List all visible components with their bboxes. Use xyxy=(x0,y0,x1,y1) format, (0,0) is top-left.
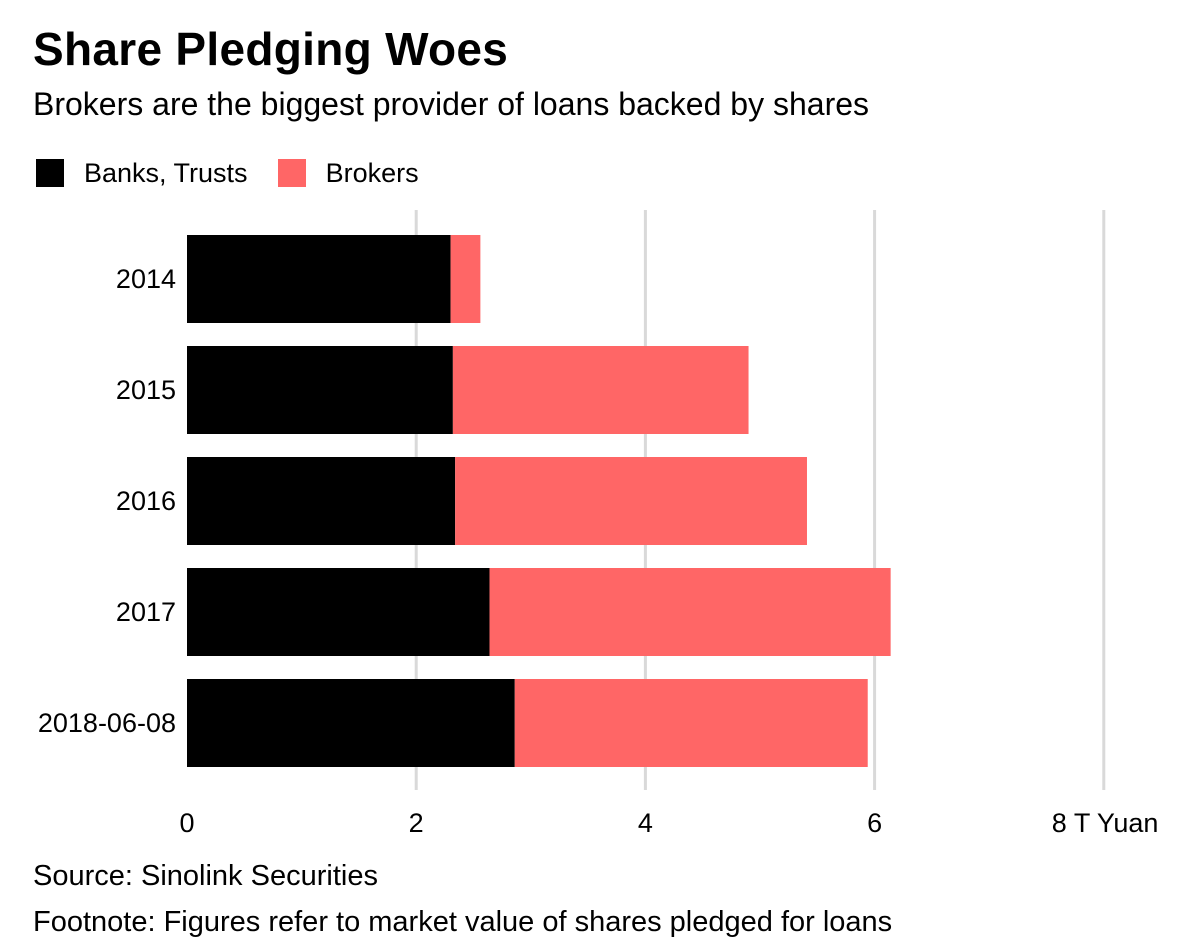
bar-brokers-2014 xyxy=(450,235,481,323)
bar-chart: 2014 2015 2016 2017 2018-06-08 0 2 4 6 8 T Yuan xyxy=(38,210,1159,838)
legend-label-brokers: Brokers xyxy=(325,157,419,188)
bar-banks-trusts-2015 xyxy=(187,346,453,434)
legend: Banks, Trusts Brokers xyxy=(36,155,449,191)
legend-item-banks-trusts: Banks, Trusts xyxy=(36,158,248,189)
y-tick-label: 2015 xyxy=(116,375,176,405)
chart-subtitle: Brokers are the biggest provider of loan… xyxy=(33,86,870,122)
bar-brokers-2017 xyxy=(489,568,891,656)
bar-banks-trusts-2017 xyxy=(187,568,490,656)
bar-brokers-2015 xyxy=(452,346,749,434)
x-tick-label: 2 xyxy=(409,808,424,838)
legend-swatch-brokers xyxy=(277,159,306,187)
chart-title: Share Pledging Woes xyxy=(33,23,509,75)
bar-brokers-2016 xyxy=(455,457,807,545)
x-tick-label: 0 xyxy=(179,808,194,838)
legend-swatch-banks-trusts xyxy=(36,159,64,187)
legend-item-brokers: Brokers xyxy=(277,157,419,189)
legend-label-banks-trusts: Banks, Trusts xyxy=(84,157,248,188)
y-tick-label: 2017 xyxy=(116,597,176,627)
bar-banks-trusts-2018-06-08 xyxy=(187,679,515,767)
y-tick-label: 2014 xyxy=(116,264,176,294)
footnote: Footnote: Figures refer to market value … xyxy=(33,906,893,938)
bar-banks-trusts-2014 xyxy=(187,235,451,323)
x-tick-label: 8 T Yuan xyxy=(1052,808,1159,838)
bar-banks-trusts-2016 xyxy=(187,457,456,545)
y-tick-label: 2016 xyxy=(116,486,176,516)
x-tick-label: 4 xyxy=(638,808,653,838)
x-tick-label: 6 xyxy=(867,808,882,838)
source-note: Source: Sinolink Securities xyxy=(33,860,378,892)
y-tick-label: 2018-06-08 xyxy=(38,708,176,738)
bar-brokers-2018-06-08 xyxy=(514,679,868,767)
